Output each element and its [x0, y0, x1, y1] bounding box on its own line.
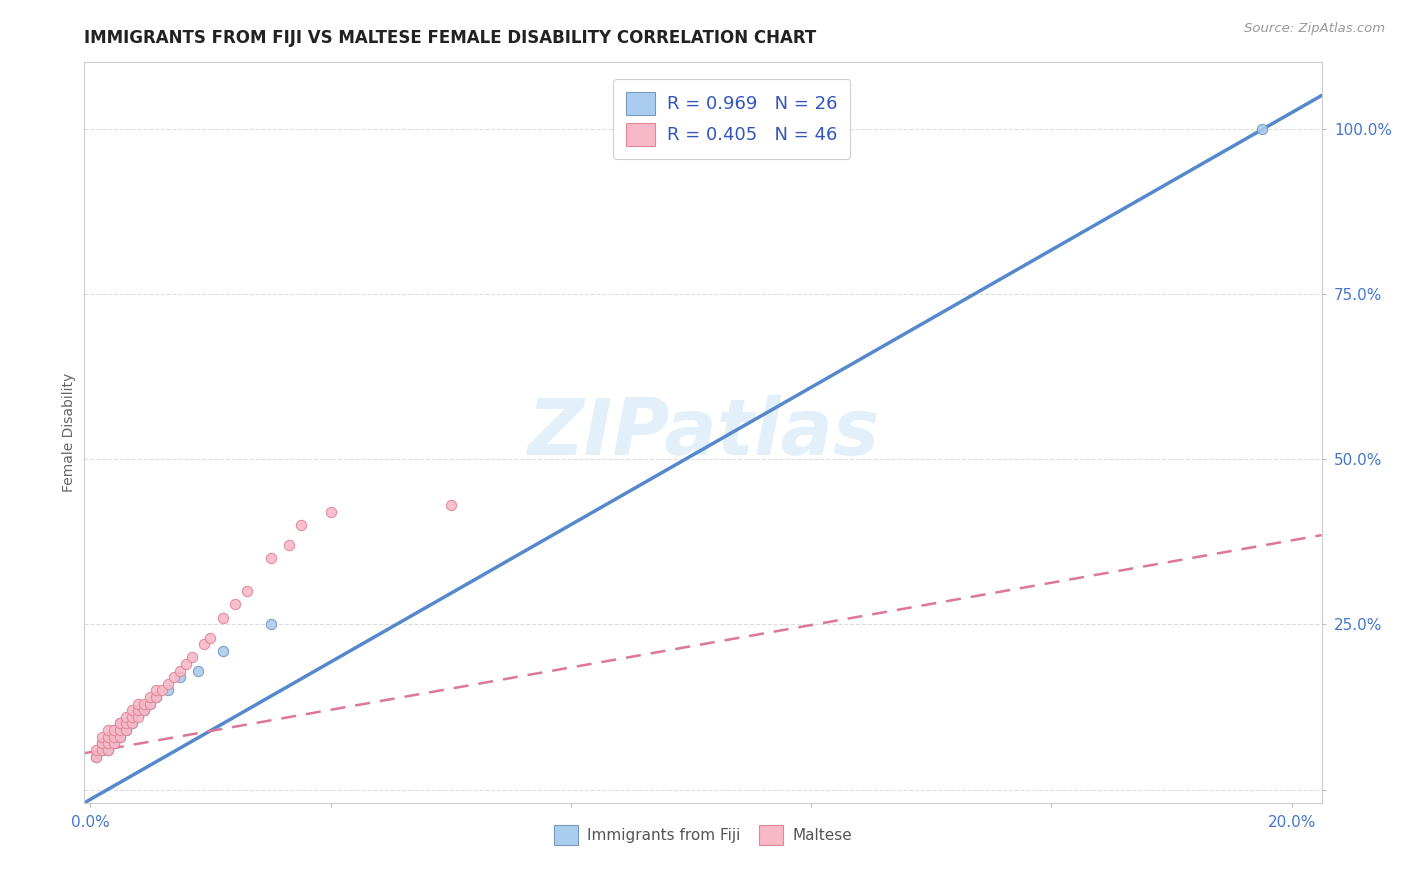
Point	[127, 703, 149, 717]
Point	[181, 650, 204, 665]
Point	[97, 743, 120, 757]
Point	[139, 697, 162, 711]
Point	[259, 551, 281, 566]
Point	[110, 716, 132, 731]
Point	[127, 710, 149, 724]
Point	[115, 710, 138, 724]
Point	[211, 611, 233, 625]
Point	[224, 598, 246, 612]
Point	[91, 730, 114, 744]
Point	[134, 703, 156, 717]
Point	[259, 617, 281, 632]
Point	[145, 690, 167, 704]
Point	[97, 743, 120, 757]
Point	[121, 716, 143, 731]
Point	[235, 584, 257, 599]
Point	[115, 723, 138, 737]
Point	[200, 631, 222, 645]
Point	[121, 703, 143, 717]
Point	[103, 736, 125, 750]
Point	[86, 743, 108, 757]
Point	[110, 723, 132, 737]
Point	[103, 723, 125, 737]
Point	[121, 710, 143, 724]
Point	[103, 723, 125, 737]
Point	[145, 683, 167, 698]
Text: Source: ZipAtlas.com: Source: ZipAtlas.com	[1244, 22, 1385, 36]
Text: ZIPatlas: ZIPatlas	[527, 394, 879, 471]
Point	[103, 736, 125, 750]
Point	[121, 716, 143, 731]
Point	[115, 716, 138, 731]
Point	[277, 538, 299, 552]
Point	[169, 664, 191, 678]
Point	[1250, 121, 1272, 136]
Point	[115, 723, 138, 737]
Point	[163, 670, 186, 684]
Point	[110, 716, 132, 731]
Point	[145, 690, 167, 704]
Point	[157, 677, 180, 691]
Point	[97, 730, 120, 744]
Point	[319, 505, 342, 519]
Point	[193, 637, 215, 651]
Point	[169, 670, 191, 684]
Point	[110, 730, 132, 744]
Point	[110, 730, 132, 744]
Point	[110, 723, 132, 737]
Point	[91, 736, 114, 750]
Point	[91, 743, 114, 757]
Y-axis label: Female Disability: Female Disability	[62, 373, 76, 492]
Point	[176, 657, 198, 671]
Point	[91, 736, 114, 750]
Point	[103, 730, 125, 744]
Point	[211, 644, 233, 658]
Point	[440, 499, 463, 513]
Text: IMMIGRANTS FROM FIJI VS MALTESE FEMALE DISABILITY CORRELATION CHART: IMMIGRANTS FROM FIJI VS MALTESE FEMALE D…	[84, 29, 817, 47]
Point	[97, 730, 120, 744]
Legend: Immigrants from Fiji, Maltese: Immigrants from Fiji, Maltese	[547, 819, 859, 851]
Point	[139, 690, 162, 704]
Point	[152, 683, 174, 698]
Point	[157, 683, 180, 698]
Point	[97, 736, 120, 750]
Point	[187, 664, 209, 678]
Point	[103, 730, 125, 744]
Point	[115, 716, 138, 731]
Point	[139, 697, 162, 711]
Point	[127, 697, 149, 711]
Point	[91, 743, 114, 757]
Point	[134, 697, 156, 711]
Point	[97, 736, 120, 750]
Point	[121, 710, 143, 724]
Point	[97, 723, 120, 737]
Point	[127, 703, 149, 717]
Point	[86, 749, 108, 764]
Point	[134, 703, 156, 717]
Point	[86, 749, 108, 764]
Point	[290, 518, 312, 533]
